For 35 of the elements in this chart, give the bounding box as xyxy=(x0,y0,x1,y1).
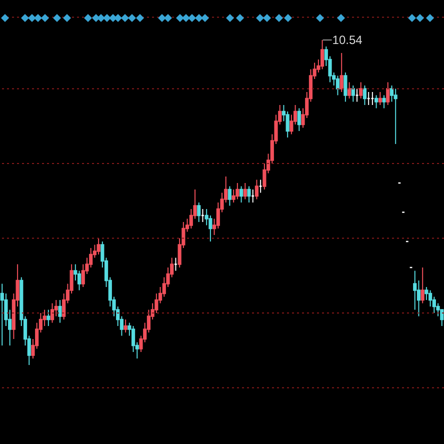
candlestick xyxy=(46,309,50,327)
candlestick xyxy=(359,82,363,99)
candlestick xyxy=(297,108,301,132)
candlestick xyxy=(348,82,352,99)
candlestick xyxy=(290,114,294,135)
candlestick xyxy=(50,302,54,324)
candlestick xyxy=(243,182,247,200)
candlestick xyxy=(239,186,244,203)
candlestick xyxy=(394,88,398,144)
candlestick xyxy=(286,110,290,138)
candlestick xyxy=(351,84,355,102)
candlestick xyxy=(420,267,424,304)
candlestick xyxy=(228,186,232,206)
candlestick xyxy=(320,39,324,70)
candlestick xyxy=(247,186,251,203)
candlestick xyxy=(254,179,259,200)
candlestick xyxy=(382,94,386,109)
candlestick xyxy=(58,300,62,324)
candlestick xyxy=(374,94,378,109)
candlestick xyxy=(96,238,100,256)
candlestick xyxy=(262,162,266,190)
candlestick xyxy=(236,182,240,200)
candlestick xyxy=(74,264,78,282)
candlestick xyxy=(344,72,348,102)
candlestick xyxy=(362,84,367,106)
candlestick xyxy=(378,91,382,106)
candlestick xyxy=(424,286,428,301)
candlestick xyxy=(336,75,340,96)
candlestick xyxy=(42,309,46,327)
candlestick xyxy=(0,283,4,346)
candlestick xyxy=(124,319,128,334)
candlestick xyxy=(340,52,344,92)
annotation: 10.54 xyxy=(332,32,363,47)
candlestick xyxy=(197,202,201,222)
candlestick xyxy=(386,82,390,106)
